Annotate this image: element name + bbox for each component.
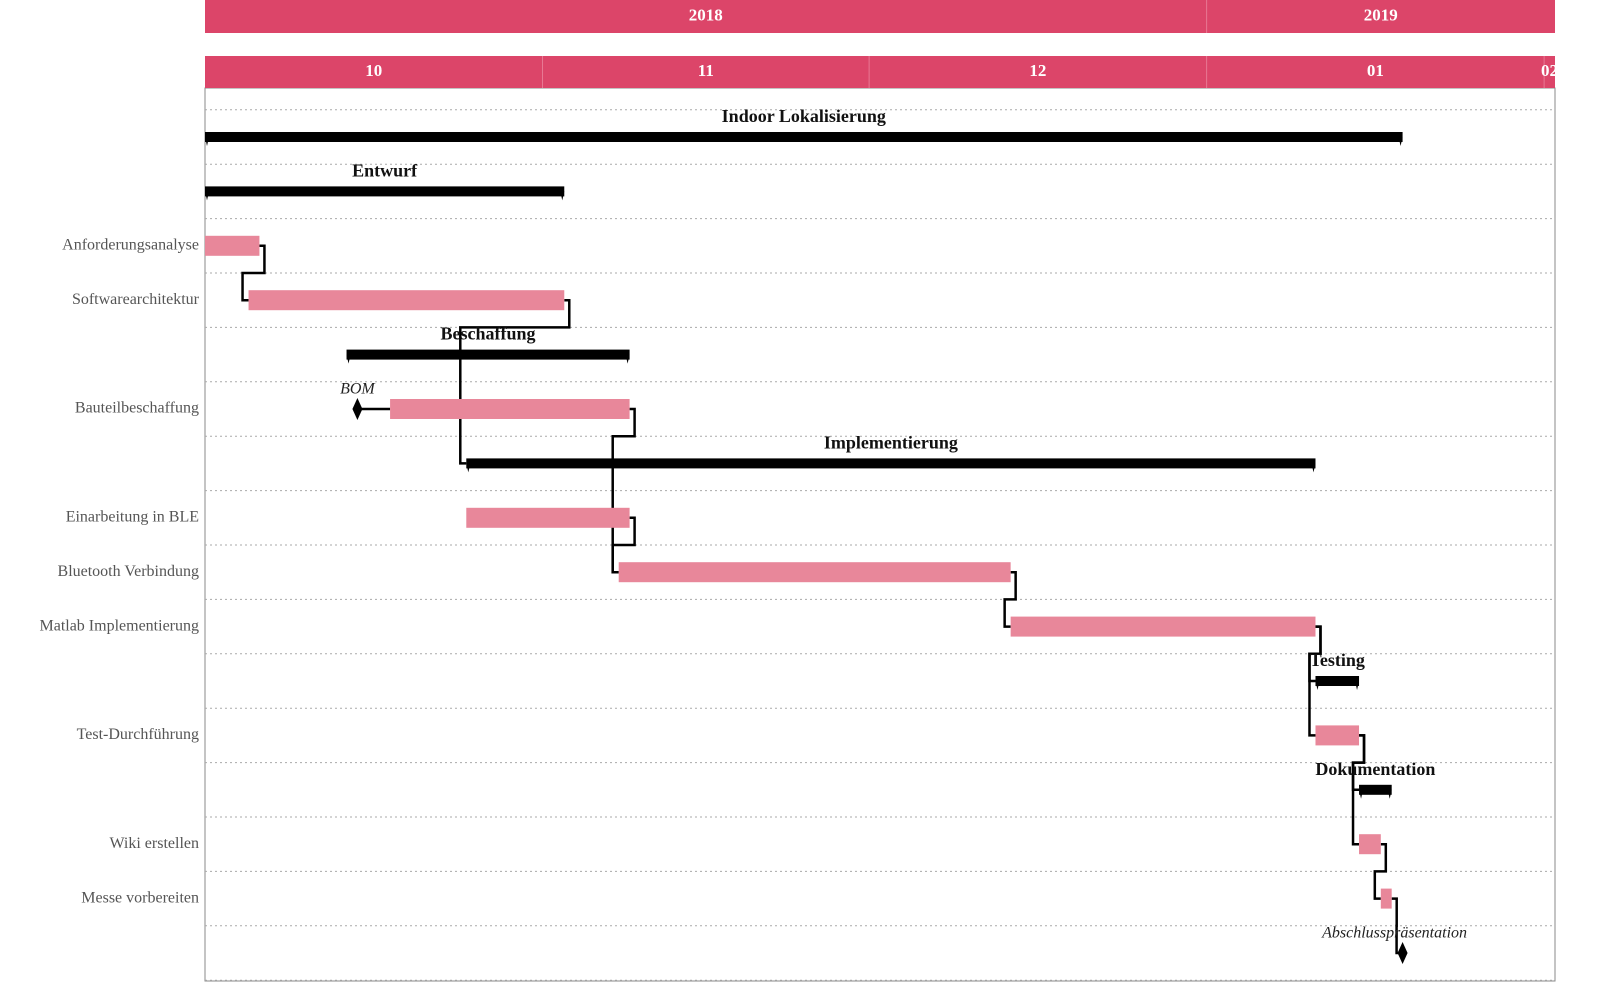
dependency-link — [1391, 897, 1403, 955]
group-label: Dokumentation — [1315, 759, 1435, 779]
milestone-label: Abschlusspräsentation — [1321, 925, 1467, 942]
months-label: 12 — [1029, 61, 1046, 80]
group-bar — [1315, 676, 1360, 686]
months-label: 10 — [365, 61, 382, 80]
dependency-link — [241, 244, 266, 302]
task-bar — [1380, 888, 1392, 909]
task-bar — [390, 399, 630, 419]
years-band — [205, 0, 1207, 33]
group-tip — [346, 354, 351, 364]
group-label: Beschaffung — [441, 324, 536, 344]
group-tip — [1387, 789, 1392, 799]
months-band — [1544, 56, 1555, 88]
months-band — [869, 56, 1207, 88]
years-label: 2019 — [1364, 5, 1398, 24]
chart-frame — [204, 87, 1556, 982]
dependency-link — [459, 298, 571, 465]
task-label: Test-Durchführung — [77, 726, 199, 743]
task-bar — [618, 562, 1011, 583]
dependency-link — [1308, 625, 1322, 737]
group-tip — [205, 191, 209, 201]
task-label: Einarbeitung in BLE — [66, 508, 199, 525]
group-tip — [1398, 137, 1403, 146]
group-bar — [346, 349, 630, 360]
task-label: Softwarearchitektur — [72, 291, 200, 308]
task-label: Anforderungsanalyse — [62, 236, 199, 253]
milestone-marker — [352, 398, 363, 420]
group-label: Testing — [1310, 650, 1365, 670]
group-tip — [1315, 681, 1320, 690]
milestone-label: BOM — [340, 381, 376, 398]
group-label: Implementierung — [824, 433, 958, 453]
task-bar — [205, 235, 260, 256]
months-band — [542, 56, 870, 88]
dependency-link — [1003, 570, 1017, 628]
task-label: Matlab Implementierung — [39, 617, 199, 634]
group-bar — [205, 132, 1403, 142]
group-tip — [1359, 789, 1364, 799]
task-label: Bauteilbeschaffung — [75, 400, 199, 417]
years-band — [1206, 0, 1555, 33]
group-tip — [205, 137, 209, 146]
task-label: Messe vorbereiten — [81, 889, 199, 906]
group-bar — [205, 186, 565, 197]
task-bar — [466, 507, 630, 528]
milestone-marker — [1397, 942, 1408, 964]
group-tip — [1311, 463, 1316, 473]
group-tip — [560, 191, 565, 201]
dependency-link — [1351, 734, 1366, 846]
dependency-link — [611, 516, 636, 574]
task-label: Bluetooth Verbindung — [58, 563, 199, 580]
months-label: 11 — [698, 61, 714, 80]
months-band — [1206, 56, 1545, 88]
group-tip — [466, 463, 471, 473]
group-label: Indoor Lokalisierung — [722, 106, 886, 126]
task-bar — [1359, 834, 1381, 855]
task-bar — [248, 290, 565, 311]
task-label: Wiki erstellen — [109, 835, 199, 852]
years-label: 2018 — [689, 5, 723, 24]
group-bar — [466, 458, 1316, 469]
months-label: 02 — [1541, 61, 1558, 80]
group-tip — [625, 354, 630, 364]
dependency-link — [1373, 842, 1388, 900]
group-tip — [1355, 681, 1360, 690]
months-label: 01 — [1367, 61, 1384, 80]
group-label: Entwurf — [352, 161, 418, 181]
task-bar — [1010, 616, 1316, 637]
task-bar — [1315, 725, 1360, 746]
months-band — [205, 56, 543, 88]
group-bar — [1359, 784, 1392, 795]
